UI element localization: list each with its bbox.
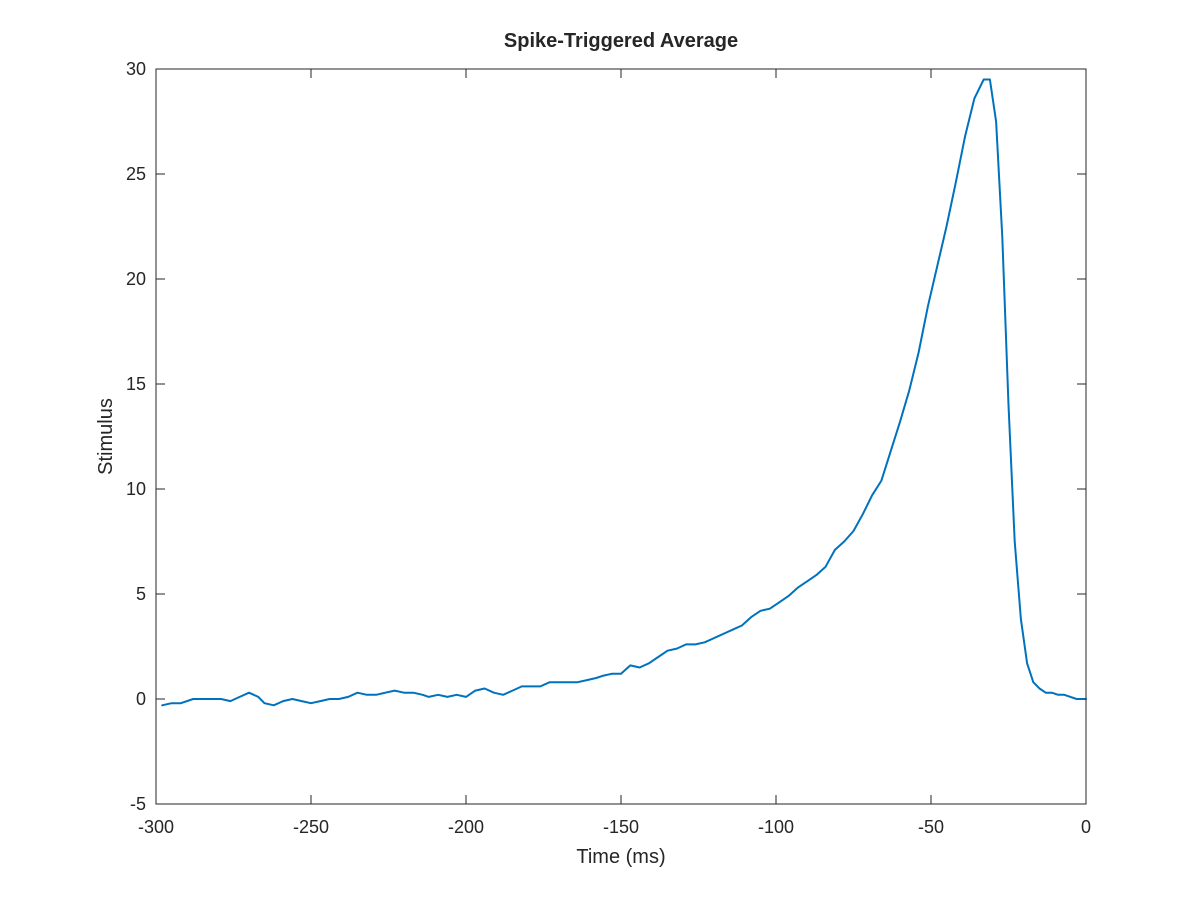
plot-area [156, 69, 1086, 804]
y-tick-label: 25 [126, 164, 146, 184]
x-tick-label: -100 [758, 817, 794, 837]
y-tick-label: 30 [126, 59, 146, 79]
y-tick-label: 20 [126, 269, 146, 289]
x-axis-label: Time (ms) [576, 846, 665, 868]
x-tick-label: -200 [448, 817, 484, 837]
y-tick-label: 5 [136, 584, 146, 604]
x-tick-label: -250 [293, 817, 329, 837]
axes-box [155, 68, 1087, 805]
x-tick-label: -150 [603, 817, 639, 837]
series-line [161, 78, 1087, 707]
y-tick-label: 10 [126, 479, 146, 499]
y-tick-label: 15 [126, 374, 146, 394]
x-tick-label: -50 [918, 817, 944, 837]
chart-title: Spike-Triggered Average [504, 30, 738, 52]
y-tick-label: -5 [130, 794, 146, 814]
y-axis-label: Stimulus [95, 398, 117, 475]
data-layer [161, 78, 1087, 707]
x-tick-label: -300 [138, 817, 174, 837]
y-tick-label: 0 [136, 689, 146, 709]
x-tick-label: 0 [1081, 817, 1091, 837]
